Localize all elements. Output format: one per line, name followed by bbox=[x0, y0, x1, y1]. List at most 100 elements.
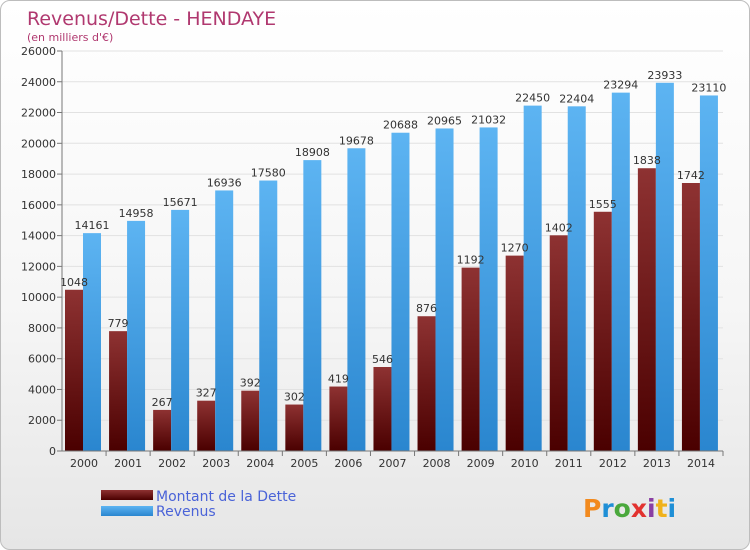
data-label-debt-2007: 546 bbox=[372, 353, 393, 366]
legend-swatch-dette bbox=[101, 490, 153, 500]
bar-revenus-2010 bbox=[523, 105, 542, 451]
data-label-debt-2004: 392 bbox=[240, 377, 261, 390]
x-tick-label: 2004 bbox=[246, 457, 274, 470]
x-tick-label: 2007 bbox=[379, 457, 407, 470]
data-label-debt-2002: 267 bbox=[152, 396, 173, 409]
bar-debt-2006 bbox=[329, 386, 348, 451]
y-tick-label: 6000 bbox=[28, 353, 56, 366]
bar-debt-2003 bbox=[197, 400, 216, 451]
bar-debt-2005 bbox=[285, 404, 304, 451]
bar-debt-2012 bbox=[593, 211, 612, 451]
x-tick-label: 2001 bbox=[114, 457, 142, 470]
bar-revenus-2009 bbox=[479, 127, 498, 451]
data-label-revenus-2008: 20965 bbox=[427, 114, 462, 127]
data-label-revenus-2009: 21032 bbox=[471, 113, 506, 126]
data-label-revenus-2013: 23933 bbox=[647, 69, 682, 82]
data-label-revenus-2007: 20688 bbox=[383, 119, 418, 132]
legend-label-revenus: Revenus bbox=[156, 504, 216, 520]
data-label-debt-2014: 1742 bbox=[677, 169, 705, 182]
x-tick-label: 2006 bbox=[334, 457, 362, 470]
bar-revenus-2002 bbox=[171, 209, 190, 451]
x-tick-label: 2003 bbox=[202, 457, 230, 470]
chart-subtitle: (en milliers d'€) bbox=[27, 31, 113, 44]
y-tick-label: 12000 bbox=[21, 260, 56, 273]
x-tick-label: 2014 bbox=[687, 457, 715, 470]
data-label-revenus-2000: 14161 bbox=[75, 219, 110, 232]
bar-revenus-2005 bbox=[303, 160, 322, 451]
data-label-revenus-2004: 17580 bbox=[251, 167, 286, 180]
y-axis-ticks: 0 2000 4000 6000 8000 10000 12000 14000 16000 180… bbox=[21, 45, 62, 458]
data-label-debt-2010: 1270 bbox=[501, 242, 529, 255]
legend-label-dette: Montant de la Dette bbox=[156, 489, 296, 505]
data-label-debt-2006: 419 bbox=[328, 373, 349, 386]
legend: Montant de la Dette Revenus bbox=[101, 489, 296, 520]
data-label-revenus-2005: 18908 bbox=[295, 146, 330, 159]
bar-revenus-2014 bbox=[699, 95, 718, 451]
x-tick-label: 2013 bbox=[643, 457, 671, 470]
data-label-revenus-2014: 23110 bbox=[691, 81, 726, 94]
x-tick-label: 2002 bbox=[158, 457, 186, 470]
data-label-revenus-2011: 22404 bbox=[559, 92, 594, 105]
bar-revenus-2003 bbox=[215, 190, 234, 451]
y-tick-label: 10000 bbox=[21, 291, 56, 304]
y-tick-label: 8000 bbox=[28, 322, 56, 335]
data-label-debt-2009: 1192 bbox=[457, 254, 485, 267]
bar-debt-2013 bbox=[637, 168, 656, 451]
bar-revenus-2011 bbox=[567, 106, 586, 452]
x-tick-label: 2008 bbox=[423, 457, 451, 470]
x-tick-label: 2011 bbox=[555, 457, 583, 470]
y-tick-label: 4000 bbox=[28, 383, 56, 396]
bar-revenus-2007 bbox=[391, 132, 410, 451]
bar-revenus-2013 bbox=[655, 82, 674, 452]
data-label-revenus-2006: 19678 bbox=[339, 134, 374, 147]
data-label-debt-2003: 327 bbox=[196, 387, 217, 400]
bar-debt-2008 bbox=[417, 316, 436, 451]
data-label-revenus-2001: 14958 bbox=[119, 207, 154, 220]
bar-revenus-2012 bbox=[611, 92, 630, 451]
data-label-revenus-2003: 16936 bbox=[207, 176, 242, 189]
data-label-debt-2001: 779 bbox=[108, 317, 129, 330]
bar-revenus-2004 bbox=[259, 180, 278, 452]
legend-swatch-revenus bbox=[101, 506, 153, 516]
bar-revenus-2008 bbox=[435, 128, 454, 451]
x-tick-label: 2010 bbox=[511, 457, 539, 470]
data-label-debt-2011: 1402 bbox=[545, 221, 573, 234]
bars bbox=[65, 82, 718, 452]
x-axis-ticks: 2000 2001 2002 2003 2004 2005 2006 2007 2008 2009… bbox=[70, 451, 724, 470]
bar-debt-2009 bbox=[461, 267, 480, 451]
x-tick-label: 2009 bbox=[467, 457, 495, 470]
bar-revenus-2001 bbox=[127, 220, 146, 451]
bar-debt-2014 bbox=[681, 183, 700, 451]
x-tick-label: 2012 bbox=[599, 457, 627, 470]
bar-debt-2010 bbox=[505, 255, 524, 451]
data-labels: 1048 14161 779 14958 267 15671 327 16936 392 1758… bbox=[60, 69, 726, 409]
bar-debt-2007 bbox=[373, 367, 392, 451]
data-label-debt-2008: 876 bbox=[416, 302, 437, 315]
y-tick-label: 0 bbox=[49, 445, 56, 458]
bar-revenus-2000 bbox=[83, 233, 101, 451]
y-tick-label: 24000 bbox=[21, 76, 56, 89]
data-label-debt-2005: 302 bbox=[284, 391, 305, 404]
y-tick-label: 14000 bbox=[21, 230, 56, 243]
bar-debt-2011 bbox=[549, 235, 568, 451]
y-tick-label: 26000 bbox=[21, 45, 56, 58]
svg-text:Proxiti: Proxiti bbox=[583, 494, 676, 523]
y-tick-label: 22000 bbox=[21, 107, 56, 120]
proxiti-logo: Proxiti bbox=[583, 494, 676, 523]
data-label-debt-2013: 1838 bbox=[633, 154, 661, 167]
bar-debt-2002 bbox=[153, 409, 172, 451]
x-tick-label: 2005 bbox=[290, 457, 318, 470]
y-tick-label: 16000 bbox=[21, 199, 56, 212]
x-tick-label: 2000 bbox=[70, 457, 98, 470]
y-tick-label: 20000 bbox=[21, 137, 56, 150]
data-label-revenus-2012: 23294 bbox=[603, 79, 638, 92]
data-label-debt-2012: 1555 bbox=[589, 198, 617, 211]
data-label-revenus-2010: 22450 bbox=[515, 92, 550, 105]
y-tick-label: 18000 bbox=[21, 168, 56, 181]
chart-title: Revenus/Dette - HENDAYE bbox=[27, 8, 276, 30]
bar-debt-2000 bbox=[65, 289, 83, 451]
data-label-debt-2000: 1048 bbox=[60, 276, 88, 289]
bar-revenus-2006 bbox=[347, 148, 366, 451]
